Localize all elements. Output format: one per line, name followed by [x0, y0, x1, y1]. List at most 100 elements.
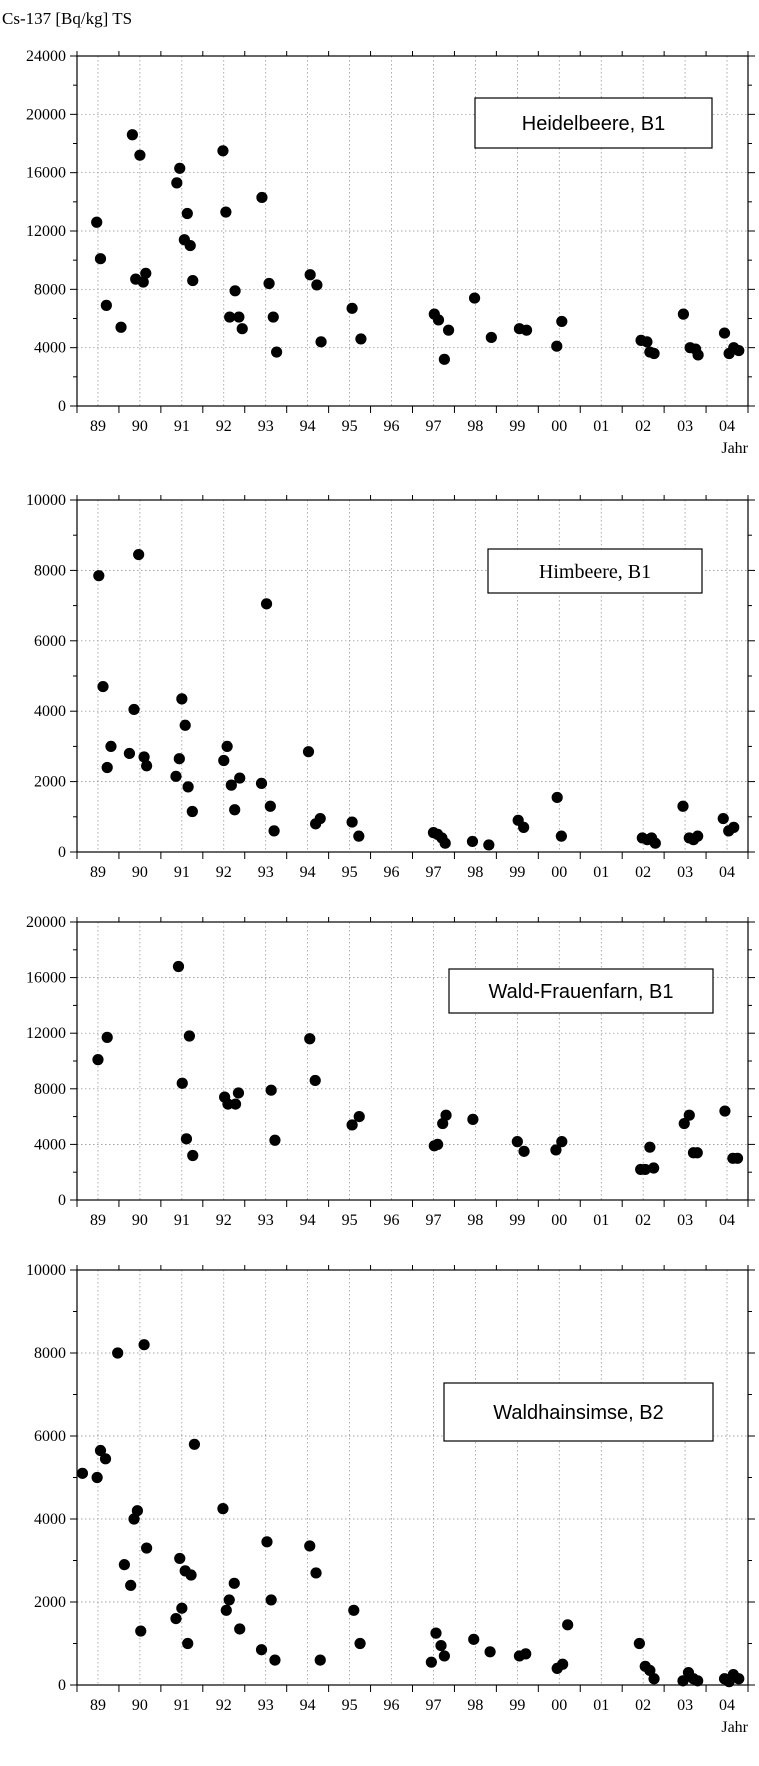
data-point: [269, 1134, 281, 1146]
x-tick-label: 99: [509, 864, 525, 881]
data-point: [355, 333, 367, 345]
data-point: [692, 349, 704, 361]
y-tick-label: 4000: [34, 1511, 66, 1528]
x-tick-label: 95: [342, 864, 358, 881]
data-point: [187, 1149, 199, 1162]
data-point: [101, 1031, 113, 1043]
data-point: [217, 1503, 229, 1515]
data-point: [346, 302, 358, 314]
data-point: [438, 1650, 450, 1662]
data-point: [260, 598, 273, 610]
x-tick-label: 02: [635, 1212, 651, 1229]
data-point: [126, 129, 138, 141]
x-tick-label: 00: [551, 1212, 567, 1229]
data-point: [234, 772, 246, 784]
data-point: [348, 1604, 360, 1616]
x-tick-label: 04: [719, 1212, 735, 1229]
x-tick-label: 96: [384, 1212, 400, 1229]
data-point: [483, 839, 495, 851]
x-tick-label: 95: [342, 1697, 358, 1714]
data-point: [138, 1339, 150, 1351]
y-tick-label: 8000: [34, 281, 66, 298]
data-point: [134, 149, 146, 161]
data-point: [520, 1648, 532, 1660]
data-point: [271, 346, 283, 358]
legend-box: [443, 1382, 714, 1442]
y-tick-label: 4000: [34, 1136, 66, 1153]
x-tick-label: 04: [719, 864, 735, 881]
x-tick-label: 89: [90, 1212, 106, 1229]
data-point: [468, 1633, 480, 1645]
legend-label: Waldhainsimse, B2: [493, 1402, 663, 1424]
data-point: [692, 1675, 704, 1687]
x-tick-label: 90: [132, 1212, 148, 1229]
x-tick-label: 98: [467, 1212, 483, 1229]
data-point: [346, 816, 358, 828]
x-tick-label: 02: [635, 864, 651, 881]
data-point: [555, 830, 567, 842]
data-point: [268, 825, 280, 837]
x-tick-label: 94: [300, 1212, 316, 1229]
x-tick-label: 91: [174, 1697, 190, 1714]
data-point: [115, 321, 127, 333]
data-point: [302, 746, 315, 758]
data-point: [432, 1138, 444, 1150]
data-point: [223, 1594, 235, 1606]
y-tick-label: 20000: [26, 914, 66, 931]
data-point: [639, 1163, 651, 1176]
data-point: [263, 277, 275, 290]
data-point: [678, 1117, 690, 1130]
x-tick-label: 98: [467, 1697, 483, 1714]
data-point: [118, 1559, 130, 1571]
x-tick-label: 97: [425, 864, 441, 881]
data-point: [311, 279, 323, 291]
x-tick-label: 98: [467, 864, 483, 881]
data-point: [432, 314, 445, 326]
data-point: [466, 835, 479, 848]
y-tick-label: 16000: [26, 970, 66, 987]
x-tick-label: 98: [467, 418, 483, 435]
data-point: [97, 680, 109, 693]
data-point: [232, 1087, 245, 1099]
y-tick-label: 12000: [26, 223, 66, 240]
legend-box: [474, 97, 713, 149]
data-point: [440, 1109, 452, 1121]
data-point: [220, 1604, 232, 1616]
x-tick-label: 94: [300, 864, 316, 881]
data-point: [551, 791, 563, 804]
data-point: [170, 1613, 182, 1625]
x-tick-label: 89: [90, 418, 106, 435]
y-tick-label: 2000: [34, 1594, 66, 1611]
x-tick-label: 02: [635, 1697, 651, 1714]
data-point: [518, 1145, 530, 1157]
data-point: [314, 1654, 326, 1666]
x-tick-label: 92: [216, 418, 232, 435]
x-tick-label: 96: [384, 1697, 400, 1714]
data-point: [174, 1552, 186, 1565]
data-point: [648, 1673, 660, 1685]
data-point: [683, 1109, 695, 1121]
data-point: [719, 1105, 731, 1117]
x-tick-label: 99: [509, 1697, 525, 1714]
data-point: [225, 779, 237, 791]
data-point: [184, 239, 196, 252]
data-point: [644, 1664, 656, 1677]
y-tick-label: 12000: [26, 1025, 66, 1042]
y-tick-label: 10000: [26, 492, 66, 509]
data-point: [228, 1577, 240, 1589]
data-point: [556, 1136, 568, 1148]
data-point: [731, 1152, 744, 1164]
data-point: [217, 145, 229, 157]
data-point: [551, 340, 563, 352]
x-tick-label: 95: [342, 418, 358, 435]
x-tick-label: 90: [132, 864, 148, 881]
data-point: [185, 1569, 197, 1581]
data-point: [430, 1627, 442, 1639]
data-point: [354, 1637, 366, 1650]
data-point: [99, 1453, 112, 1465]
data-point: [76, 1467, 89, 1479]
data-point: [520, 324, 533, 336]
data-point: [229, 804, 241, 816]
